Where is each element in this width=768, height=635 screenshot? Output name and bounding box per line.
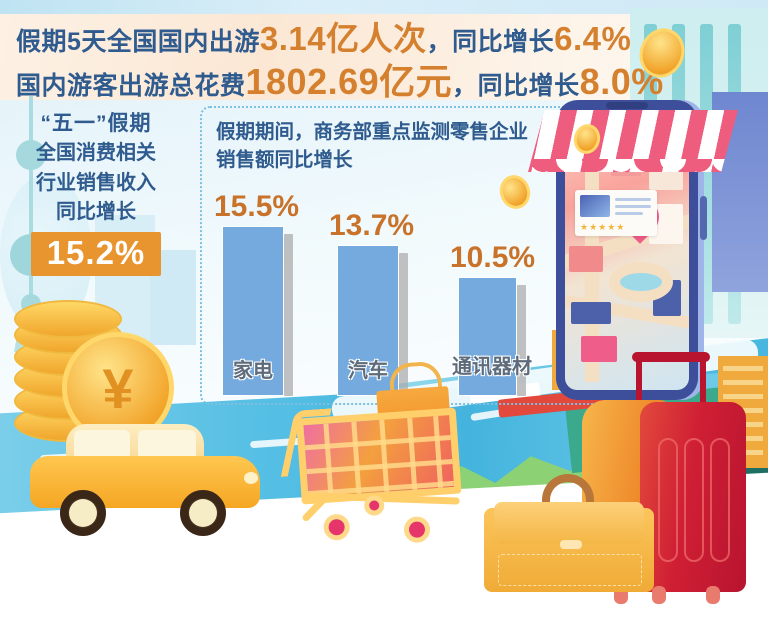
rating-stars-icon: ★★★★★ xyxy=(580,222,626,232)
briefcase-icon xyxy=(484,502,654,592)
top-band xyxy=(0,0,768,14)
info-card-thumbnail xyxy=(580,195,610,217)
left-card-line-1: “五一”假期 xyxy=(40,112,152,135)
bar-automobiles xyxy=(337,245,399,396)
left-card-value-badge: 15.2% xyxy=(30,231,162,276)
phone-side-button xyxy=(700,196,707,240)
panel-stripe xyxy=(700,24,713,324)
bar-category-label-2: 汽车 xyxy=(348,360,388,382)
car-icon xyxy=(30,418,260,536)
chart-title-line-1: 假期期间，商务部重点监测零售企业 xyxy=(216,121,529,143)
bar-shadow-3 xyxy=(517,285,526,396)
headline-1-metric: 3.14亿人次 xyxy=(259,20,427,57)
map-block xyxy=(571,302,611,324)
headline-1-prefix: 假期5天全国国内出游 xyxy=(16,28,260,56)
bar-home-appliances xyxy=(222,226,284,396)
chart-title: 假期期间，商务部重点监测零售企业 销售额同比增长 xyxy=(216,118,616,175)
bar-shadow-2 xyxy=(399,253,408,396)
bar-communication-equipment xyxy=(458,277,517,396)
left-card-line-4: 同比增长 xyxy=(56,201,136,224)
phone-speaker xyxy=(606,102,648,109)
headline-2-prefix: 国内游客出游总花费 xyxy=(16,71,246,100)
bar-value-label-3: 10.5% xyxy=(450,241,536,274)
left-stat-card: “五一”假期 全国消费相关 行业销售收入 同比增长 15.2% xyxy=(10,108,182,276)
map-roundabout xyxy=(609,262,673,302)
headline-1-middle: ，同比增长 xyxy=(426,28,555,56)
chart-title-line-2: 销售额同比增长 xyxy=(216,149,353,172)
suitcase-handle xyxy=(632,352,710,412)
map-info-card: ★★★★★ xyxy=(575,190,657,236)
map-block xyxy=(569,246,603,272)
shopping-cart-icon xyxy=(280,360,505,555)
header-headline: 假期5天全国国内出游3.14亿人次，同比增长6.4% 国内游客出游总花费1802… xyxy=(16,20,663,102)
left-card-line-2: 全国消费相关 xyxy=(36,142,156,165)
bar-value-label-2: 13.7% xyxy=(329,209,415,242)
left-card-line-3: 行业销售收入 xyxy=(36,171,156,194)
suitcase-red xyxy=(640,402,746,592)
suitcase-wheel xyxy=(706,586,720,604)
bar-shadow-1 xyxy=(284,234,293,396)
bar-category-label-3: 通讯器材 xyxy=(452,356,532,378)
briefcase-handle xyxy=(542,474,594,514)
headline-2-metric: 1802.69亿元 xyxy=(245,60,453,102)
bar-category-label-1: 家电 xyxy=(233,360,273,382)
map-block xyxy=(581,336,617,362)
bar-value-label-1: 15.5% xyxy=(214,190,300,223)
suitcase-wheel xyxy=(652,586,666,604)
headline-1-growth: 6.4% xyxy=(554,20,632,57)
shop-awning-icon xyxy=(528,110,738,172)
headline-2-middle: ，同比增长 xyxy=(452,71,580,100)
